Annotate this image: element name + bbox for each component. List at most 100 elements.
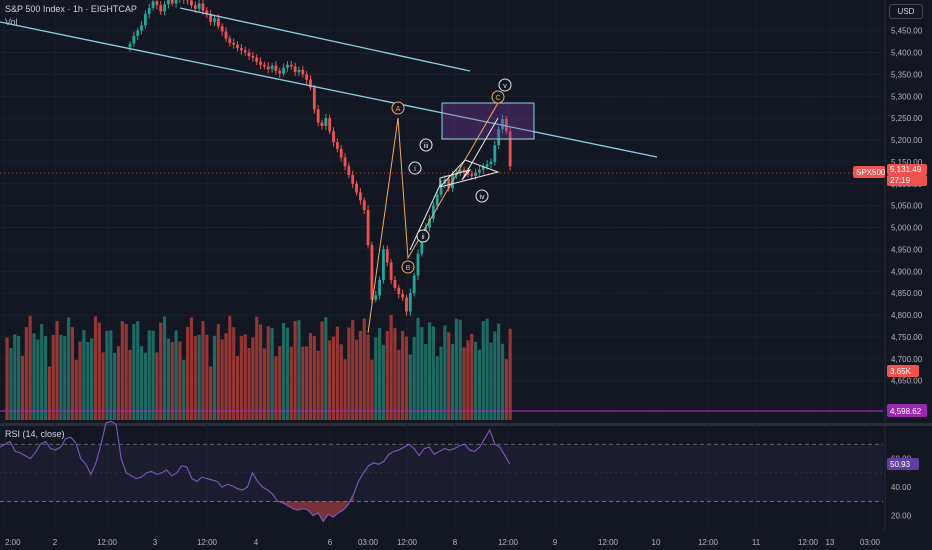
volume-bar [462,347,466,420]
volume-bar [493,331,497,420]
volume-bar [262,348,266,420]
abc-wave-line [367,102,499,334]
candle-body [159,5,163,12]
candle-body [243,50,247,53]
volume-badge-bg [887,365,919,377]
volume-bar [124,323,128,420]
time-tick-label: 12:00 [97,538,118,547]
candle-body [328,118,332,132]
volume-bar [320,321,324,420]
candle-body [370,245,374,300]
time-tick-label: 12:00 [798,538,819,547]
volume-bar [151,330,155,420]
volume-bar [59,334,63,420]
candle-body [263,64,266,67]
candle-body [266,66,270,70]
candle-body [147,7,151,14]
wave-label-circle [498,78,512,92]
volume-bar [385,331,389,420]
candle-body [428,218,431,228]
volume-bar [500,343,505,420]
candle-body [155,1,159,6]
volume-bar [47,366,51,420]
volume-bar [481,321,485,420]
volume-bar [66,317,71,420]
candle-body [282,67,285,74]
volume-bar [55,320,59,420]
candle-body [324,118,328,126]
volume-bar [239,335,243,420]
price-tick-label: 5,200.00 [891,136,923,145]
volume-bar [162,316,167,420]
candle-body [136,30,140,36]
candle-body [255,57,259,62]
wave-label-text: ii [421,234,425,241]
volume-bar [155,352,159,420]
price-tick-label: 5,350.00 [891,70,923,79]
candle-body [128,43,132,48]
candle-body [170,0,174,4]
volume-legend: Vol [5,17,18,27]
volume-bar [147,330,151,420]
volume-bar [220,339,224,420]
volume-bar [274,356,278,420]
price-badge-countdown: 27:19 [890,176,911,185]
candle-body [259,61,262,65]
volume-bar [251,337,255,420]
candle-body [293,66,297,73]
candle-body [339,148,343,158]
currency-button[interactable]: USD [889,4,923,19]
candle-body [220,26,224,32]
volume-bar [209,366,213,420]
volume-bar [101,352,105,420]
time-tick-label: 12:00 [698,538,719,547]
time-tick-label: 03:00 [358,538,379,547]
candle-body [289,64,293,67]
volume-bar [116,346,121,420]
volume-bar [90,338,94,420]
volume-bar [70,327,74,420]
volume-bar [132,323,136,420]
rsi-legend: RSI (14, close) [5,429,65,439]
volume-bar [170,342,174,420]
volume-bar [489,342,493,420]
wave-label-text: C [495,95,500,102]
volume-bar [289,346,293,420]
candle-body [382,249,385,280]
volume-bar [366,334,370,420]
volume-bar [389,315,393,420]
volume-bar [109,330,113,420]
volume-bar [497,323,501,420]
volume-bar [97,322,101,420]
candle-body [163,4,166,12]
volume-bar [404,336,409,420]
candle-body [343,157,347,167]
candle-body [504,119,508,132]
volume-bar [339,344,343,420]
candle-body [501,119,504,130]
rsi-value-badge-bg [887,458,919,470]
candle-body [378,280,381,296]
candle-body [335,142,339,149]
candle-body [374,295,378,300]
volume-bar [120,321,124,420]
candle-body [462,169,466,172]
price-tick-label: 5,050.00 [891,202,923,211]
candle-body [167,0,170,5]
time-tick-label: 9 [553,538,558,547]
volume-bar [32,333,36,420]
time-tick-label: 4 [254,538,259,547]
volume-bar [105,330,109,420]
volume-bar [258,324,263,420]
volume-bar [293,320,297,420]
volume-bar [447,332,451,420]
volume-bar [232,327,236,420]
volume-bar [408,354,412,420]
wave-label-circle [491,90,505,104]
volume-bar [504,359,508,420]
time-tick-label: 3 [153,538,158,547]
volume-bar [143,352,147,420]
candle-body [362,200,366,210]
time-tick-label: 12:00 [197,538,218,547]
